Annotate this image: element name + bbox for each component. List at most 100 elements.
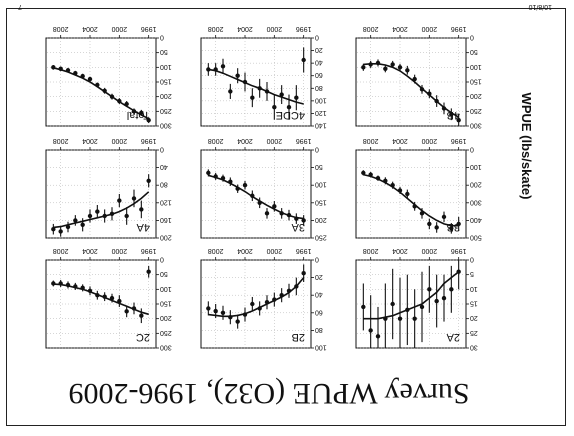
data-point	[51, 281, 56, 286]
data-point	[250, 95, 255, 100]
x-tick-label: 1996	[141, 137, 157, 144]
x-tick-label: 1996	[451, 25, 467, 32]
x-tick-label: 2004	[237, 137, 253, 144]
panel-3a: 1996 2000 2004 2008 0 50 100 150 200 250 3A	[200, 137, 327, 241]
x-tick-label: 1996	[141, 25, 157, 32]
data-point	[95, 209, 100, 214]
data-point	[257, 306, 262, 311]
x-tick-label: 2004	[82, 137, 98, 144]
x-tick-label: 2008	[363, 247, 379, 254]
data-point	[405, 307, 410, 313]
data-point	[375, 60, 381, 66]
data-point	[361, 304, 366, 310]
y-tick-label: 100	[470, 163, 482, 170]
data-point	[279, 293, 284, 298]
data-point	[95, 293, 100, 298]
y-tick-label: 50	[315, 163, 323, 170]
data-point	[368, 172, 373, 177]
data-point	[390, 301, 395, 307]
y-tick-label: 100	[315, 96, 327, 103]
y-tick-label: 0	[315, 146, 319, 153]
y-tick-label: 300	[160, 344, 172, 351]
data-point	[286, 212, 292, 218]
data-point	[51, 65, 56, 70]
y-tick-label: 0	[160, 146, 164, 153]
fit-line	[53, 191, 150, 229]
x-tick-label: 2000	[266, 25, 282, 32]
data-point	[397, 65, 403, 70]
x-tick-label: 2008	[363, 137, 379, 144]
y-tick-label: 60	[315, 71, 323, 78]
y-tick-label: 40	[315, 59, 323, 66]
data-point	[235, 73, 240, 78]
y-tick-label: 250	[470, 107, 482, 114]
y-tick-label: 120	[315, 109, 327, 116]
y-tick-label: 200	[160, 234, 172, 241]
panel-label: 2C	[136, 331, 150, 343]
data-point	[87, 288, 93, 293]
data-point	[51, 227, 56, 232]
panel-2a: 1996 2000 2004 2008 0 5 10 15 20 25 30 2A	[355, 247, 478, 351]
y-tick-label: 250	[160, 329, 172, 336]
x-tick-label: 1996	[141, 247, 157, 254]
data-point	[434, 98, 439, 104]
data-point	[257, 200, 262, 205]
data-point	[301, 271, 306, 276]
data-point	[58, 229, 63, 234]
x-tick-label: 2008	[208, 247, 224, 254]
data-point	[228, 179, 233, 184]
y-tick-label: 120	[160, 198, 172, 205]
data-point	[220, 64, 226, 69]
data-point	[383, 178, 388, 183]
x-tick-label: 2000	[266, 137, 282, 144]
x-tick-label: 1996	[451, 247, 467, 254]
x-tick-label: 2000	[421, 25, 437, 32]
y-tick-label: 20	[315, 273, 323, 280]
x-tick-label: 2004	[392, 247, 408, 254]
data-point	[87, 213, 93, 219]
x-tick-label: 2000	[266, 247, 282, 254]
data-point	[242, 183, 248, 188]
data-point	[235, 186, 240, 191]
panel-2b: 1996 2000 2004 2008 0 20 40 60 80 100 2B	[200, 247, 327, 351]
x-tick-label: 1996	[296, 137, 312, 144]
y-tick-label: 100	[315, 344, 327, 351]
slide-border	[6, 8, 566, 426]
y-tick-label: 0	[470, 34, 474, 41]
data-point	[102, 88, 107, 93]
y-tick-label: 0	[315, 34, 319, 41]
y-tick-label: 0	[315, 256, 319, 263]
data-point	[390, 62, 395, 67]
y-tick-label: 100	[160, 285, 172, 292]
data-point	[434, 298, 439, 304]
x-tick-label: 1996	[451, 137, 467, 144]
data-point	[65, 282, 71, 288]
data-point	[131, 109, 137, 114]
panel-label: 2B	[292, 331, 305, 343]
x-tick-label: 2000	[111, 247, 127, 254]
data-point	[441, 214, 447, 220]
corner-page: 7	[18, 3, 22, 10]
data-point	[139, 207, 144, 212]
data-point	[419, 304, 425, 310]
panel-frame	[200, 149, 312, 239]
y-tick-label: 500	[470, 234, 482, 241]
panel-frame	[200, 259, 312, 349]
data-point	[405, 68, 410, 73]
y-tick-label: 20	[315, 46, 323, 53]
data-point	[441, 106, 447, 111]
data-point	[368, 328, 373, 333]
data-point	[397, 188, 403, 193]
panel-label: 3A	[291, 221, 305, 233]
panel-label: 2A	[446, 331, 460, 343]
data-point	[220, 310, 226, 315]
x-tick-label: 2004	[237, 247, 253, 254]
data-point	[279, 92, 284, 97]
data-point	[456, 117, 461, 123]
x-tick-label: 1996	[296, 247, 312, 254]
data-point	[117, 198, 122, 203]
fit-line	[208, 68, 304, 105]
y-tick-label: 80	[315, 326, 323, 333]
